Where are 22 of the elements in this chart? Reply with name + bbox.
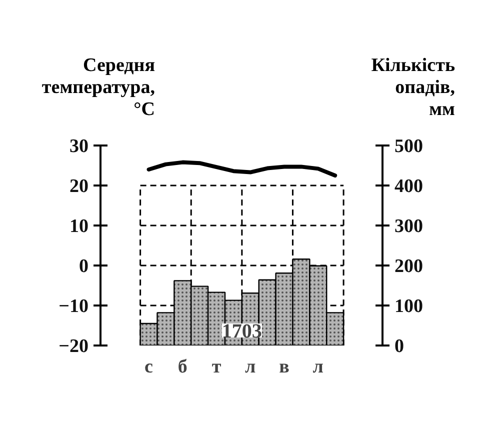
- y-tick-label: 10: [70, 216, 88, 237]
- x-tick-label: л: [245, 356, 256, 378]
- y2-tick-label: 300: [394, 216, 423, 237]
- y-tick-label: 0: [79, 256, 88, 277]
- y-tick-label: −10: [58, 296, 88, 317]
- y-tick-label: −20: [58, 336, 88, 357]
- y2-tick-label: 500: [394, 136, 423, 157]
- line-series: [146, 160, 338, 178]
- y2-tick-label: 400: [394, 176, 423, 197]
- y2-axis-title: Кількість опадів, мм: [371, 55, 455, 121]
- y2-tick-label: 0: [394, 336, 404, 357]
- x-tick-label: л: [312, 356, 324, 378]
- y-tick-label: 30: [70, 136, 88, 157]
- x-tick-label: с: [144, 356, 153, 378]
- x-tick-label: т: [212, 356, 222, 378]
- y2-tick-label: 200: [394, 256, 423, 277]
- y2-tick-label: 100: [394, 296, 423, 317]
- y-tick-label: 20: [70, 176, 88, 197]
- x-tick-label: б: [178, 356, 188, 378]
- y-axis-title: Середня температура, °C: [42, 55, 155, 121]
- annotation: 1703: [222, 320, 262, 342]
- x-tick-label: в: [279, 356, 290, 378]
